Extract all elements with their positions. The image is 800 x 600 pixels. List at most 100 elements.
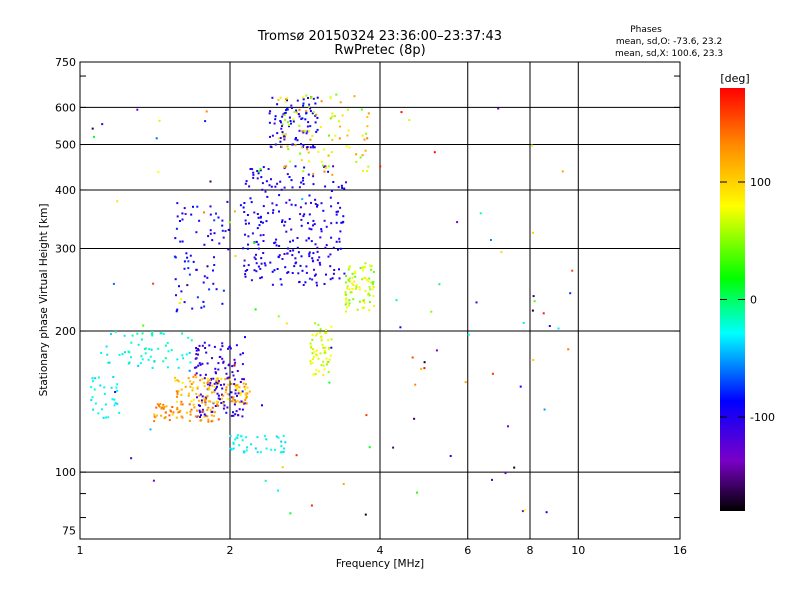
- data-point: [257, 265, 260, 268]
- data-point: [180, 388, 183, 391]
- data-point: [256, 170, 259, 172]
- data-point: [307, 237, 310, 240]
- data-point: [300, 181, 303, 184]
- data-point: [176, 391, 179, 394]
- data-point: [339, 206, 342, 209]
- data-point: [196, 205, 199, 208]
- data-point: [176, 379, 179, 382]
- data-point: [341, 114, 344, 117]
- data-point: [229, 347, 232, 350]
- data-point: [323, 368, 326, 371]
- data-point: [315, 281, 318, 284]
- data-point: [306, 125, 309, 128]
- data-point: [235, 386, 238, 389]
- data-point: [347, 108, 350, 111]
- data-point: [234, 255, 237, 257]
- data-point: [254, 308, 257, 311]
- data-point: [181, 240, 184, 243]
- data-point: [168, 419, 171, 422]
- data-point: [531, 144, 533, 147]
- data-point: [283, 138, 286, 141]
- data-point: [281, 115, 284, 118]
- data-point: [156, 414, 158, 417]
- data-point: [221, 229, 224, 232]
- data-point: [467, 333, 470, 336]
- data-point: [177, 366, 180, 369]
- data-point: [233, 363, 236, 366]
- data-point: [354, 287, 357, 290]
- data-point: [313, 146, 316, 149]
- data-point: [160, 414, 163, 417]
- data-point: [195, 268, 198, 271]
- data-point: [335, 93, 338, 96]
- data-point: [253, 269, 256, 272]
- data-point: [359, 267, 362, 269]
- data-point: [348, 288, 351, 291]
- data-point: [314, 198, 317, 201]
- data-point: [259, 169, 262, 172]
- data-point: [281, 466, 284, 469]
- data-point: [201, 408, 204, 411]
- data-point: [304, 281, 307, 284]
- data-point: [158, 405, 161, 408]
- data-point: [190, 400, 193, 403]
- data-point: [309, 107, 312, 110]
- data-point: [438, 283, 441, 286]
- data-point: [232, 396, 235, 399]
- data-point: [243, 202, 246, 204]
- data-point: [295, 261, 298, 264]
- data-point: [211, 239, 214, 242]
- data-point: [283, 137, 286, 140]
- data-point: [252, 176, 255, 179]
- data-point: [181, 332, 184, 335]
- data-point: [491, 372, 494, 375]
- data-point: [165, 344, 167, 347]
- data-point: [322, 164, 324, 167]
- data-point: [364, 262, 367, 265]
- data-point: [269, 110, 272, 113]
- data-point: [323, 283, 326, 285]
- data-point: [175, 400, 178, 403]
- data-point: [209, 400, 212, 403]
- data-point: [351, 288, 354, 290]
- data-point: [368, 446, 371, 449]
- data-point: [322, 374, 325, 377]
- data-point: [316, 128, 319, 131]
- data-point: [309, 138, 312, 141]
- data-point: [318, 261, 321, 264]
- data-point: [348, 302, 351, 305]
- data-point: [302, 183, 305, 185]
- grid-lines: [80, 62, 680, 539]
- data-point: [329, 278, 332, 281]
- data-point: [182, 357, 185, 360]
- data-point: [199, 404, 201, 407]
- data-point: [287, 247, 289, 250]
- data-point: [284, 266, 287, 269]
- data-point: [329, 253, 332, 256]
- data-point: [286, 99, 288, 102]
- data-point: [225, 372, 228, 375]
- stats-line-x: mean, sd,X: 100.6, 23.3: [615, 49, 723, 59]
- data-point: [327, 371, 330, 374]
- data-point: [226, 200, 229, 203]
- data-point: [227, 228, 230, 231]
- data-point: [267, 212, 270, 215]
- data-point: [92, 380, 94, 383]
- data-point: [302, 96, 305, 99]
- data-point: [97, 412, 100, 415]
- data-point: [116, 389, 119, 392]
- data-point: [280, 440, 283, 443]
- data-point: [284, 220, 287, 223]
- data-point: [110, 333, 112, 335]
- data-point: [162, 360, 165, 363]
- data-point: [194, 415, 197, 418]
- data-point: [367, 292, 370, 295]
- data-point: [334, 134, 337, 137]
- data-point: [199, 379, 202, 382]
- data-point: [243, 259, 246, 262]
- data-point: [140, 355, 143, 358]
- data-point: [245, 436, 248, 439]
- data-point: [294, 138, 297, 141]
- data-point: [230, 414, 233, 417]
- data-point: [251, 232, 254, 235]
